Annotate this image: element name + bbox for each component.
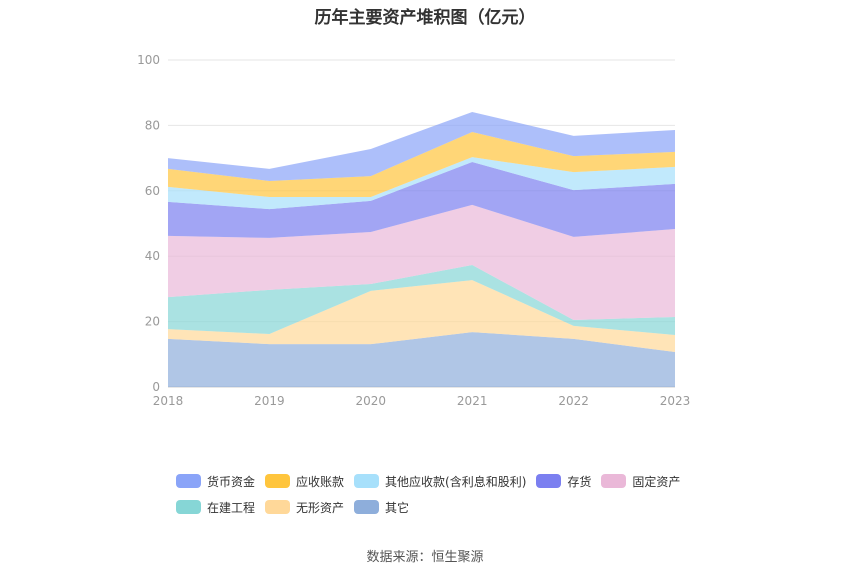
legend: 货币资金 应收账款 其他应收款(含利息和股利) 存货 固定资产在建工程 无形资产 其它 bbox=[176, 472, 716, 524]
legend-label: 存货 bbox=[567, 474, 592, 489]
legend-label: 其它 bbox=[385, 500, 410, 515]
area-series bbox=[168, 280, 675, 353]
y-tick-label: 100 bbox=[137, 53, 160, 67]
legend-item[interactable]: 其他应收款(含利息和股利) bbox=[354, 472, 526, 490]
y-tick-label: 80 bbox=[145, 118, 160, 132]
chart-title: 历年主要资产堆积图（亿元） bbox=[314, 8, 536, 28]
legend-item[interactable]: 无形资产 bbox=[265, 498, 344, 516]
legend-swatch bbox=[265, 500, 291, 514]
x-tick-label: 2018 bbox=[153, 394, 184, 408]
legend-item[interactable]: 其它 bbox=[354, 498, 409, 516]
legend-swatch bbox=[176, 500, 201, 514]
x-tick-label: 2022 bbox=[558, 394, 589, 408]
x-tick-label: 2019 bbox=[254, 394, 285, 408]
x-tick-label: 2020 bbox=[356, 394, 387, 408]
plot-area: 0 20 40 60 80 100 2018 2019 2020 2021 2022 2023 bbox=[137, 53, 691, 408]
area-series bbox=[168, 111, 675, 181]
area-series bbox=[168, 157, 675, 210]
legend-label: 应收账款 bbox=[296, 474, 345, 489]
area-series bbox=[168, 265, 675, 336]
legend-label: 其他应收款(含利息和股利) bbox=[385, 474, 527, 489]
legend-label: 无形资产 bbox=[296, 500, 345, 515]
y-tick-label: 20 bbox=[145, 315, 160, 329]
x-tick-label: 2021 bbox=[457, 394, 488, 408]
legend-swatch bbox=[265, 474, 291, 488]
area-series bbox=[168, 332, 675, 387]
area-series bbox=[168, 162, 675, 238]
legend-item[interactable]: 在建工程 bbox=[176, 498, 255, 516]
legend-item[interactable]: 固定资产 bbox=[601, 472, 680, 490]
legend-item[interactable]: 货币资金 bbox=[176, 472, 255, 490]
legend-swatch bbox=[176, 474, 201, 488]
x-tick-label: 2023 bbox=[660, 394, 691, 408]
y-tick-label: 40 bbox=[145, 249, 160, 263]
y-tick-label: 60 bbox=[145, 184, 160, 198]
legend-swatch bbox=[354, 474, 380, 488]
legend-item[interactable]: 存货 bbox=[536, 472, 591, 490]
legend-label: 在建工程 bbox=[207, 500, 256, 515]
legend-swatch bbox=[601, 474, 627, 488]
y-tick-label: 0 bbox=[152, 380, 160, 394]
legend-label: 固定资产 bbox=[632, 474, 681, 489]
area-series bbox=[168, 204, 675, 320]
area-series bbox=[168, 131, 675, 198]
legend-item[interactable]: 应收账款 bbox=[265, 472, 344, 490]
source-note: 数据来源：恒生聚源 bbox=[366, 550, 484, 565]
legend-swatch bbox=[354, 500, 380, 514]
legend-label: 货币资金 bbox=[207, 474, 256, 489]
legend-swatch bbox=[536, 474, 562, 488]
